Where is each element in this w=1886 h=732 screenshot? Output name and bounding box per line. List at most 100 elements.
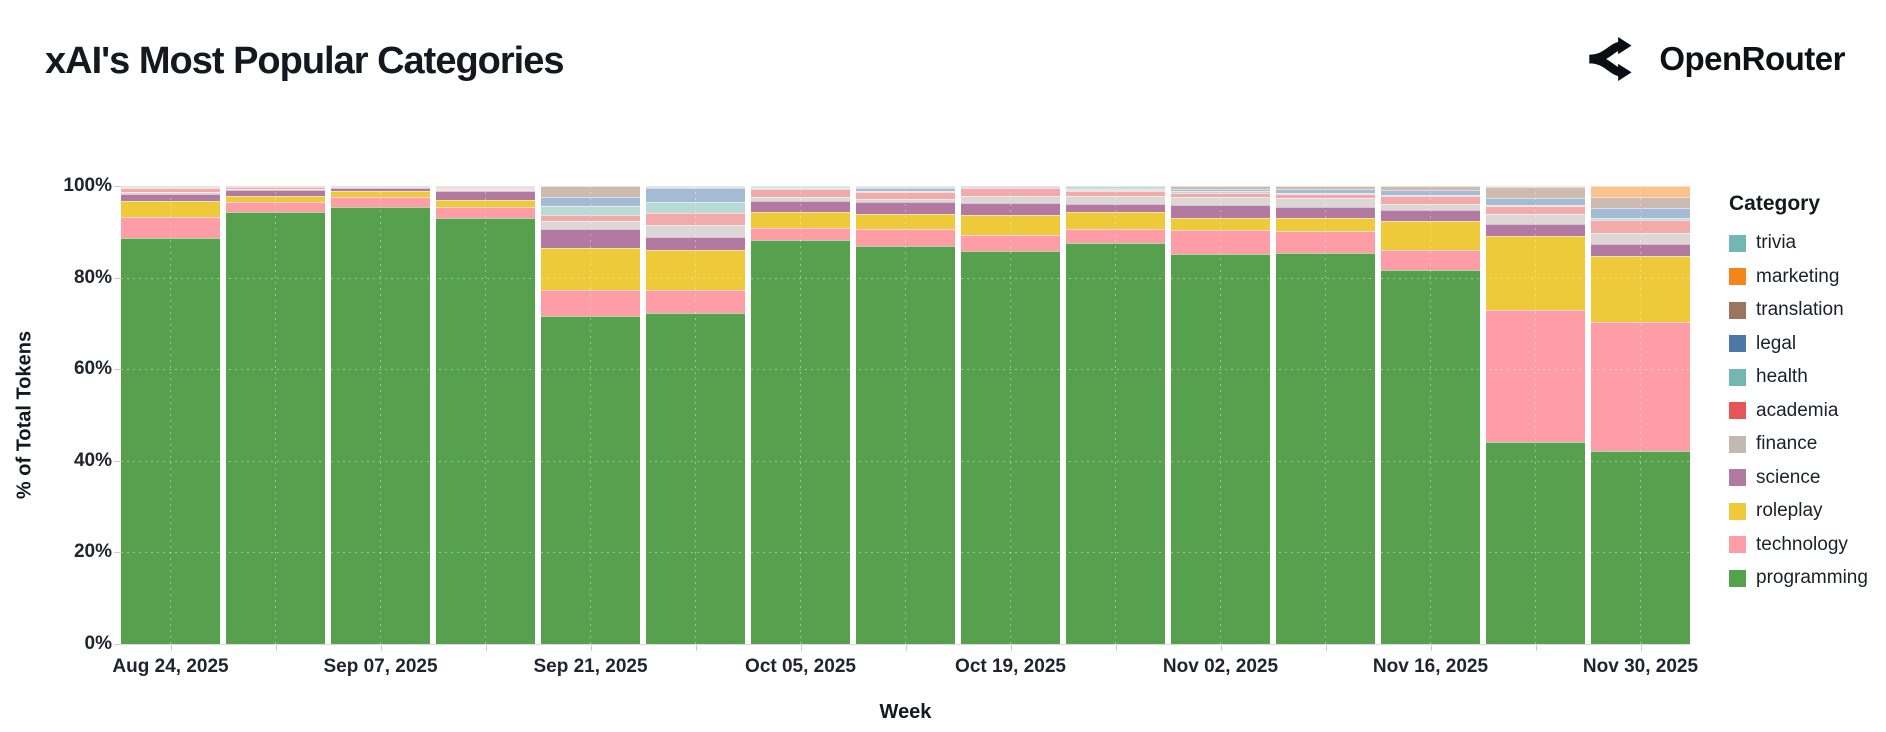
bar-segment-academia[interactable] bbox=[1066, 190, 1165, 196]
bar-segment-programming[interactable] bbox=[1591, 450, 1690, 644]
bar-segment-science[interactable] bbox=[331, 187, 430, 192]
bar-segment-roleplay[interactable] bbox=[1486, 236, 1585, 310]
bar-segment-trivia[interactable] bbox=[751, 186, 850, 187]
bar-segment-health[interactable] bbox=[1486, 205, 1585, 207]
bar-segment-science[interactable] bbox=[751, 200, 850, 213]
bar-segment-academia[interactable] bbox=[1171, 192, 1270, 197]
bar-segment-technology[interactable] bbox=[1591, 322, 1690, 451]
bar-segment-finance[interactable] bbox=[961, 196, 1060, 203]
bar-segment-academia[interactable] bbox=[541, 214, 640, 221]
bar-segment-translation[interactable] bbox=[646, 186, 745, 189]
bar-segment-health[interactable] bbox=[751, 188, 850, 190]
stacked-bar[interactable] bbox=[1486, 186, 1585, 644]
bar-segment-translation[interactable] bbox=[1171, 186, 1270, 190]
bar-segment-health[interactable] bbox=[1276, 193, 1375, 195]
bar-segment-science[interactable] bbox=[856, 202, 955, 215]
bar-segment-programming[interactable] bbox=[1276, 253, 1375, 644]
bar-segment-science[interactable] bbox=[1066, 204, 1165, 213]
bar-segment-legal[interactable] bbox=[961, 186, 1060, 188]
stacked-bar[interactable] bbox=[1276, 186, 1375, 644]
bar-segment-programming[interactable] bbox=[1171, 253, 1270, 644]
bar-segment-translation[interactable] bbox=[1276, 186, 1375, 190]
bar-segment-health[interactable] bbox=[1591, 218, 1690, 221]
bar-segment-roleplay[interactable] bbox=[331, 191, 430, 197]
bar-segment-trivia[interactable] bbox=[856, 186, 955, 187]
bar-segment-legal[interactable] bbox=[751, 187, 850, 189]
bar-segment-technology[interactable] bbox=[436, 207, 535, 219]
stacked-bar[interactable] bbox=[1381, 186, 1480, 644]
bar-segment-health[interactable] bbox=[436, 188, 535, 189]
bar-segment-programming[interactable] bbox=[646, 313, 745, 644]
bar-segment-academia[interactable] bbox=[331, 186, 430, 188]
bar-segment-finance[interactable] bbox=[541, 220, 640, 229]
bar-segment-legal[interactable] bbox=[1066, 189, 1165, 191]
bar-segment-translation[interactable] bbox=[1591, 196, 1690, 209]
bar-segment-roleplay[interactable] bbox=[1066, 212, 1165, 229]
stacked-bar[interactable] bbox=[1171, 186, 1270, 644]
stacked-bar[interactable] bbox=[436, 186, 535, 644]
bar-segment-programming[interactable] bbox=[751, 239, 850, 644]
bar-segment-marketing[interactable] bbox=[1591, 186, 1690, 197]
bar-segment-academia[interactable] bbox=[856, 191, 955, 200]
bar-segment-programming[interactable] bbox=[331, 207, 430, 644]
stacked-bar[interactable] bbox=[226, 186, 325, 644]
stacked-bar[interactable] bbox=[1066, 186, 1165, 644]
bar-segment-finance[interactable] bbox=[1591, 232, 1690, 245]
stacked-bar[interactable] bbox=[751, 186, 850, 644]
bar-segment-finance[interactable] bbox=[646, 224, 745, 237]
stacked-bar[interactable] bbox=[961, 186, 1060, 644]
bar-segment-roleplay[interactable] bbox=[856, 214, 955, 230]
bar-segment-legal[interactable] bbox=[1381, 189, 1480, 196]
bar-segment-roleplay[interactable] bbox=[1381, 221, 1480, 250]
bar-segment-technology[interactable] bbox=[961, 234, 1060, 252]
bar-segment-science[interactable] bbox=[1171, 205, 1270, 219]
bar-segment-academia[interactable] bbox=[646, 212, 745, 225]
bar-segment-science[interactable] bbox=[1591, 244, 1690, 256]
bar-segment-programming[interactable] bbox=[1486, 442, 1585, 644]
bar-segment-health[interactable] bbox=[1171, 191, 1270, 193]
bar-segment-science[interactable] bbox=[541, 228, 640, 248]
bar-segment-programming[interactable] bbox=[541, 315, 640, 644]
bar-segment-roleplay[interactable] bbox=[436, 200, 535, 208]
stacked-bar[interactable] bbox=[646, 186, 745, 644]
bar-segment-roleplay[interactable] bbox=[646, 249, 745, 290]
stacked-bar[interactable] bbox=[541, 186, 640, 644]
bar-segment-academia[interactable] bbox=[751, 189, 850, 198]
bar-segment-roleplay[interactable] bbox=[541, 247, 640, 290]
bar-segment-roleplay[interactable] bbox=[226, 196, 325, 203]
bar-segment-technology[interactable] bbox=[751, 227, 850, 240]
bar-segment-academia[interactable] bbox=[1591, 220, 1690, 233]
bar-segment-academia[interactable] bbox=[1381, 196, 1480, 204]
bar-segment-science[interactable] bbox=[1486, 224, 1585, 237]
bar-segment-technology[interactable] bbox=[121, 216, 220, 238]
bar-segment-programming[interactable] bbox=[961, 251, 1060, 644]
bar-segment-translation[interactable] bbox=[856, 186, 955, 189]
bar-segment-science[interactable] bbox=[436, 190, 535, 201]
bar-segment-legal[interactable] bbox=[646, 188, 745, 202]
bar-segment-finance[interactable] bbox=[436, 190, 535, 191]
stacked-bar[interactable] bbox=[1591, 186, 1690, 644]
bar-segment-science[interactable] bbox=[646, 236, 745, 250]
bar-segment-finance[interactable] bbox=[1066, 195, 1165, 205]
bar-segment-translation[interactable] bbox=[1066, 187, 1165, 190]
bar-segment-programming[interactable] bbox=[436, 218, 535, 644]
bar-segment-technology[interactable] bbox=[646, 289, 745, 314]
bar-segment-health[interactable] bbox=[1381, 195, 1480, 197]
bar-segment-science[interactable] bbox=[961, 202, 1060, 215]
bar-segment-roleplay[interactable] bbox=[121, 200, 220, 217]
stacked-bar[interactable] bbox=[331, 186, 430, 644]
bar-segment-academia[interactable] bbox=[1486, 206, 1585, 215]
bar-segment-roleplay[interactable] bbox=[1591, 255, 1690, 323]
bar-segment-programming[interactable] bbox=[226, 212, 325, 644]
bar-segment-academia[interactable] bbox=[121, 187, 220, 193]
bar-segment-legal[interactable] bbox=[1171, 189, 1270, 191]
bar-segment-roleplay[interactable] bbox=[1276, 217, 1375, 231]
bar-segment-technology[interactable] bbox=[331, 196, 430, 208]
bar-segment-technology[interactable] bbox=[1486, 309, 1585, 443]
bar-segment-programming[interactable] bbox=[1381, 269, 1480, 644]
bar-segment-academia[interactable] bbox=[436, 188, 535, 191]
bar-segment-legal[interactable] bbox=[1486, 198, 1585, 206]
bar-segment-roleplay[interactable] bbox=[751, 212, 850, 228]
bar-segment-technology[interactable] bbox=[226, 202, 325, 213]
bar-segment-technology[interactable] bbox=[1381, 249, 1480, 270]
